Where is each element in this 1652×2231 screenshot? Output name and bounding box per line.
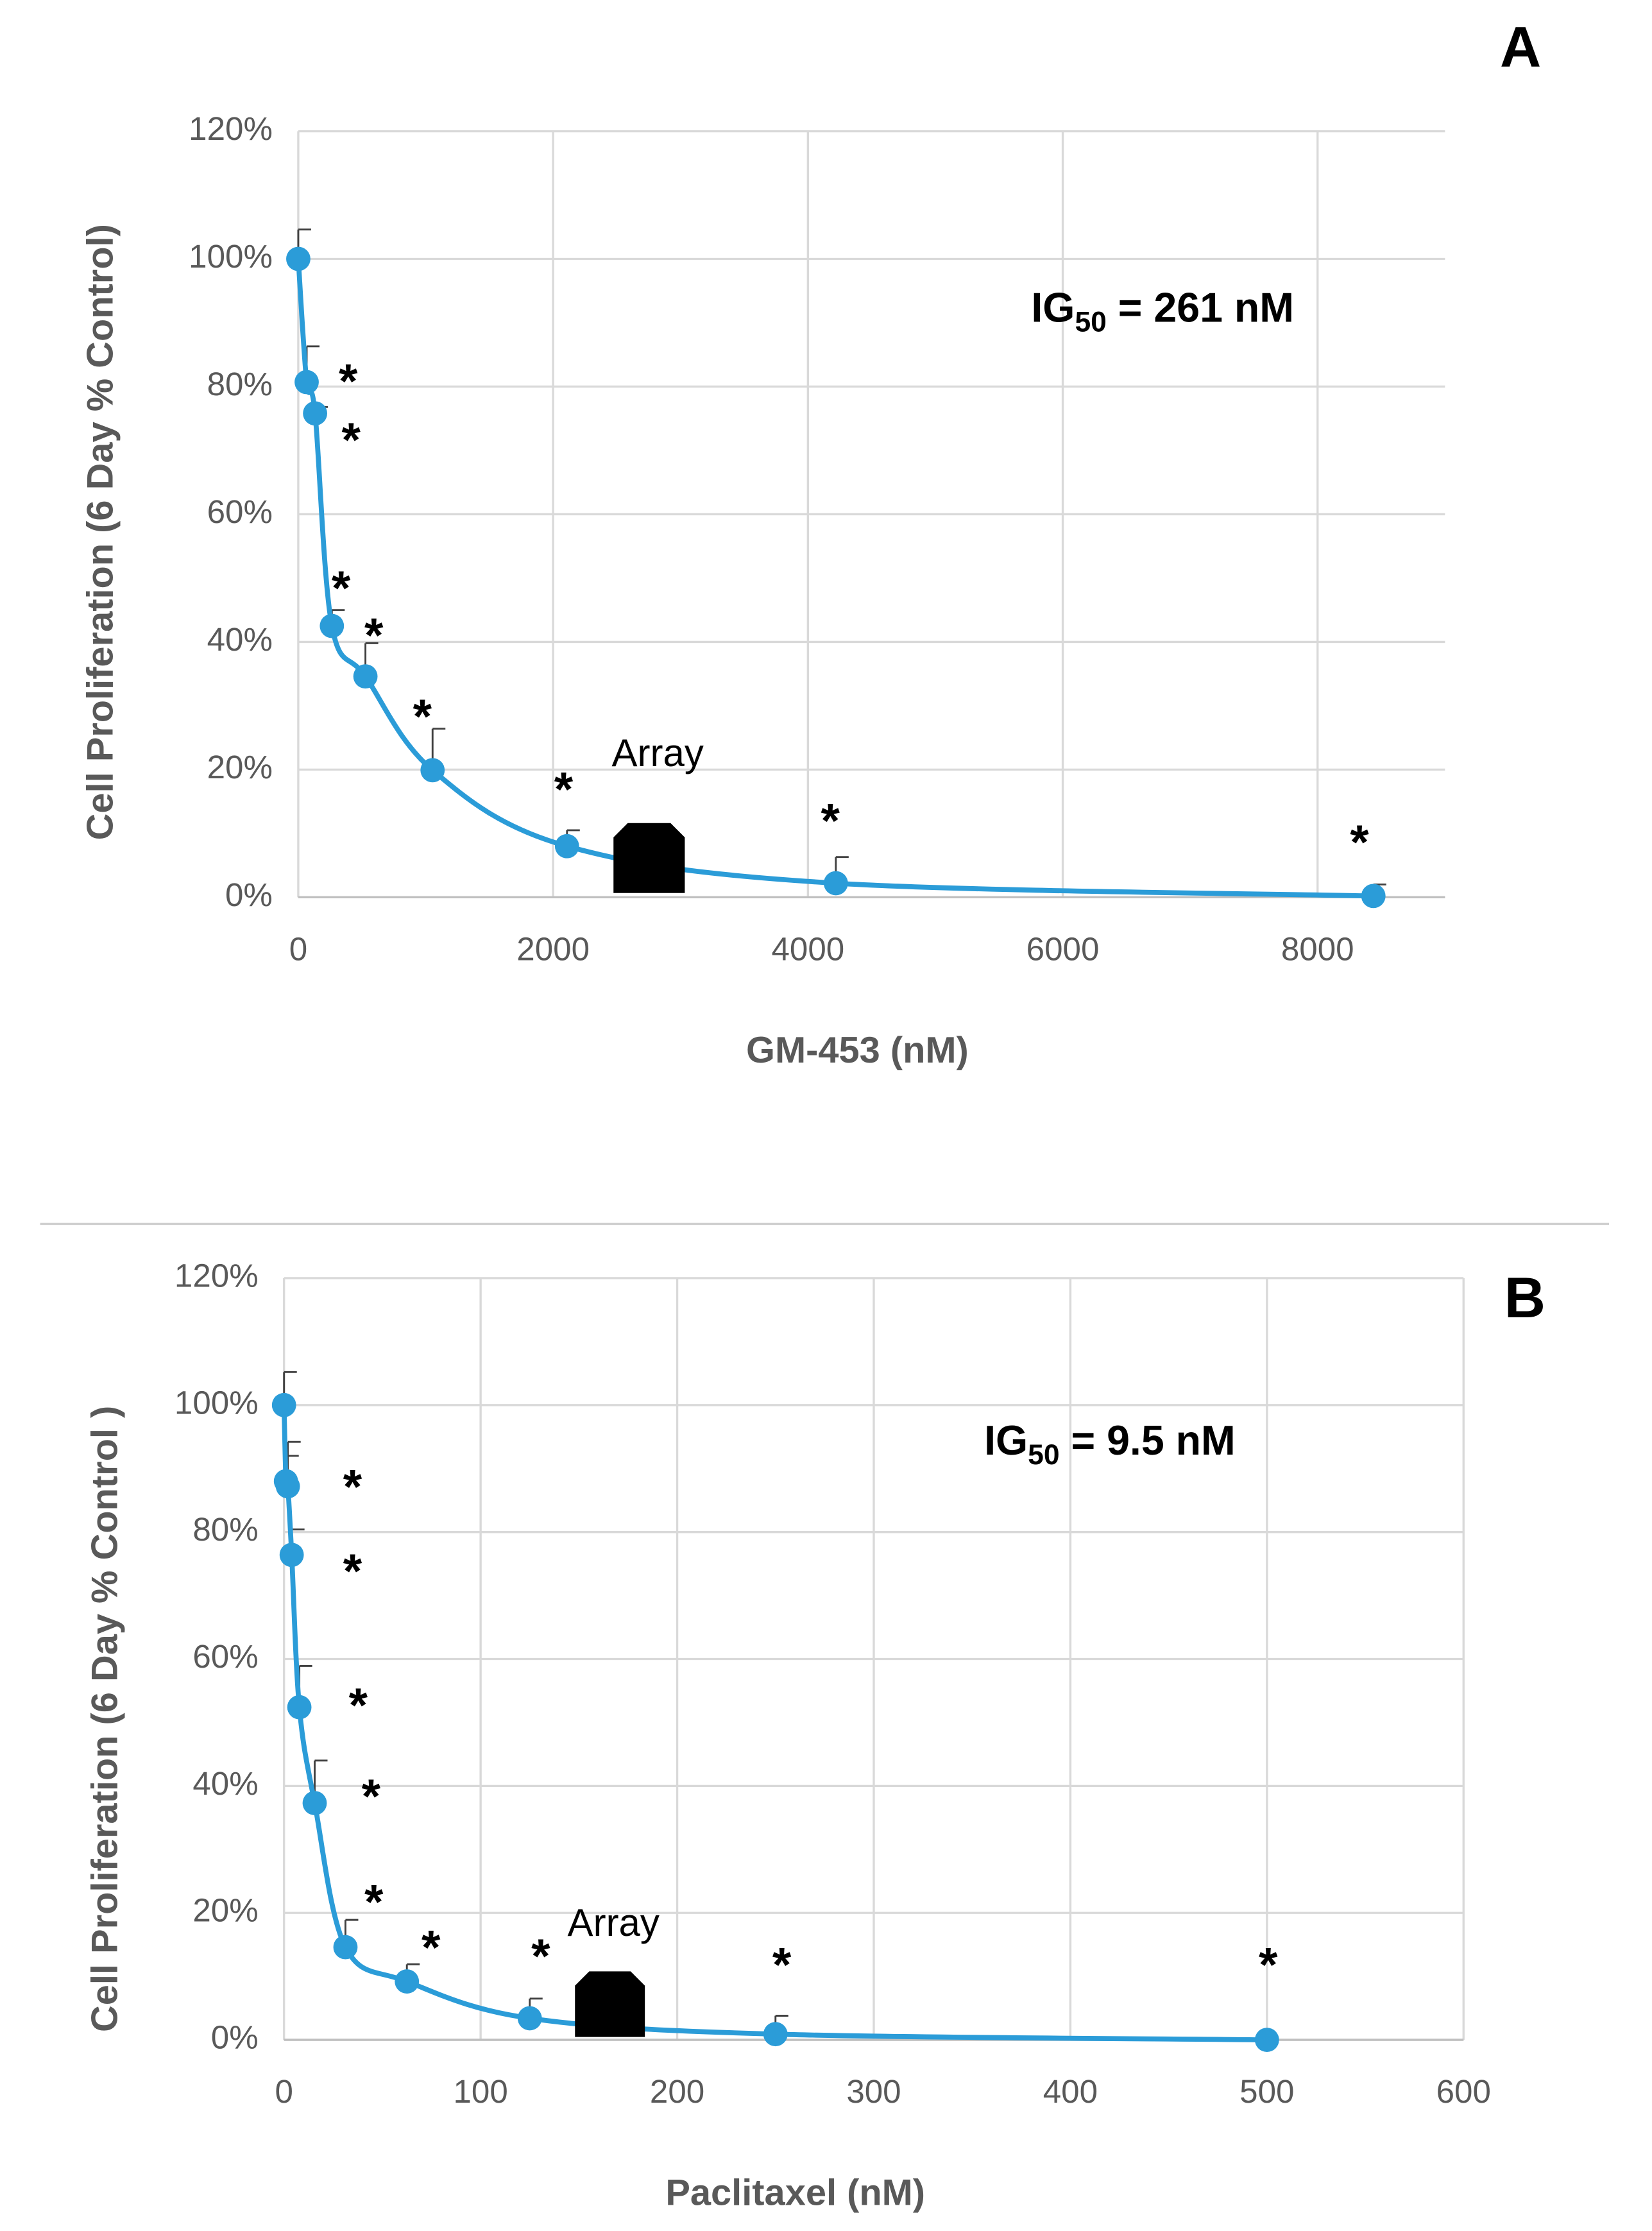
significance-star: * (364, 609, 384, 663)
array-marker (575, 1971, 645, 2037)
significance-star: * (772, 1938, 792, 1992)
point (1254, 2028, 1279, 2052)
point (1361, 884, 1386, 909)
y-axis-title: Cell Proliferation (6 Day % Control ) (84, 1406, 125, 2032)
significance-star: * (821, 794, 840, 848)
x-tick-label: 400 (1043, 2073, 1098, 2110)
ig50-main: IG (984, 1417, 1028, 1464)
y-tick-label: 100% (189, 238, 273, 275)
point (353, 664, 378, 689)
array-label: Array (568, 1901, 660, 1944)
significance-star: * (1259, 1938, 1278, 1992)
x-tick-label: 2000 (516, 930, 590, 967)
panel-label: A (1500, 15, 1541, 79)
x-tick-label: 500 (1239, 2073, 1294, 2110)
point (294, 370, 319, 395)
x-tick-label: 200 (650, 2073, 704, 2110)
x-tick-label: 8000 (1281, 930, 1354, 967)
ig50-label: IG50 = 9.5 nM (984, 1417, 1236, 1471)
point (554, 833, 579, 859)
x-tick-label: 600 (1436, 2073, 1491, 2110)
significance-star: * (1350, 816, 1369, 869)
significance-star: * (413, 690, 432, 744)
significance-star: * (343, 1544, 362, 1598)
significance-star: * (349, 1679, 368, 1732)
ig50-label: IG50 = 261 nM (1031, 285, 1294, 338)
y-tick-label: 120% (189, 110, 273, 147)
y-tick-label: 20% (192, 1892, 258, 1929)
point (319, 613, 345, 638)
x-axis-title: GM-453 (nM) (746, 1030, 969, 1071)
point (333, 1935, 358, 1960)
ig50-sub: 50 (1028, 1439, 1059, 1471)
point (517, 2006, 542, 2031)
y-tick-label: 20% (207, 749, 273, 785)
significance-star: * (422, 1921, 441, 1975)
point (287, 1695, 312, 1720)
significance-star: * (341, 413, 361, 467)
y-tick-label: 40% (192, 1765, 258, 1802)
y-tick-label: 40% (207, 621, 273, 658)
significance-star: * (531, 1930, 550, 1984)
ig50-rest: = 261 nM (1107, 285, 1294, 331)
ig50-rest: = 9.5 nM (1060, 1417, 1236, 1464)
y-tick-label: 120% (175, 1257, 259, 1294)
x-axis-title: Paclitaxel (nM) (665, 2173, 925, 2214)
x-tick-label: 300 (846, 2073, 901, 2110)
y-tick-label: 0% (211, 2019, 259, 2056)
array-marker (613, 823, 685, 893)
significance-star: * (332, 562, 351, 616)
x-tick-label: 0 (275, 2073, 293, 2110)
y-axis-title: Cell Proliferation (6 Day % Control) (80, 224, 121, 840)
y-tick-label: 100% (175, 1384, 259, 1421)
y-tick-label: 80% (207, 366, 273, 402)
ig50-main: IG (1031, 285, 1075, 331)
panel-label: B (1504, 1266, 1546, 1329)
y-tick-label: 60% (192, 1638, 258, 1675)
x-tick-label: 100 (453, 2073, 507, 2110)
point (275, 1474, 300, 1499)
fit-line (296, 259, 1374, 899)
point (302, 1791, 327, 1815)
significance-star: * (362, 1770, 381, 1824)
point (286, 246, 311, 271)
y-tick-label: 60% (207, 493, 273, 530)
point (303, 401, 328, 426)
point (420, 758, 445, 783)
significance-star: * (339, 355, 358, 409)
ig50-sub: 50 (1075, 306, 1106, 338)
y-tick-label: 0% (225, 876, 273, 913)
significance-star: * (343, 1460, 362, 1514)
y-tick-label: 80% (192, 1511, 258, 1548)
significance-star: * (364, 1876, 384, 1929)
significance-star: * (554, 763, 574, 817)
point (271, 1392, 296, 1417)
x-tick-label: 6000 (1026, 930, 1100, 967)
x-tick-label: 0 (289, 930, 307, 967)
x-tick-label: 4000 (771, 930, 844, 967)
point (279, 1543, 304, 1568)
point (395, 1969, 420, 1994)
array-label: Array (611, 731, 703, 774)
point (823, 871, 848, 896)
point (763, 2022, 788, 2047)
